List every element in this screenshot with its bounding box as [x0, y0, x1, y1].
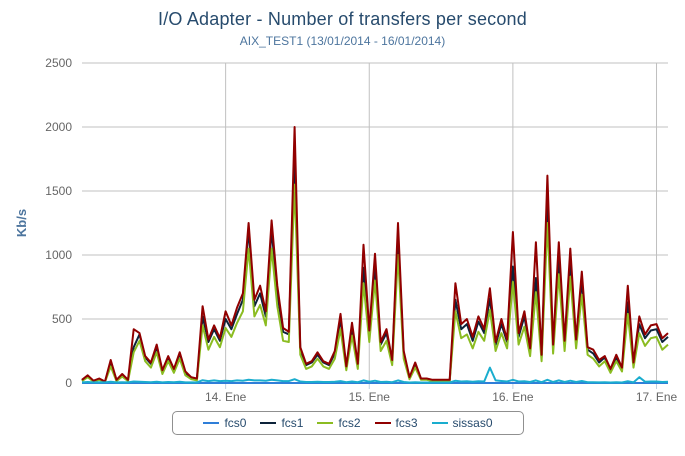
chart-subtitle: AIX_TEST1 (13/01/2014 - 16/01/2014) — [239, 34, 446, 48]
chart-title: I/O Adapter - Number of transfers per se… — [158, 9, 527, 29]
chart-legend: fcs0 fcs1 fcs2 fcs3 sissas0 — [172, 411, 524, 435]
y-tick-label: 1500 — [45, 184, 72, 198]
legend-swatch — [260, 422, 277, 424]
legend-label: sissas0 — [452, 416, 493, 430]
legend-item-fcs3[interactable]: fcs3 — [374, 416, 418, 430]
x-tick-label: 15. Ene — [349, 390, 391, 404]
legend-item-fcs0[interactable]: fcs0 — [203, 416, 246, 430]
y-tick-label: 1000 — [45, 248, 72, 262]
legend-item-fcs1[interactable]: fcs1 — [260, 416, 303, 430]
legend-label: fcs1 — [281, 416, 304, 430]
x-tick-label: 17. Ene — [636, 390, 678, 404]
legend-swatch — [374, 422, 391, 424]
y-axis-label: Kb/s — [14, 209, 29, 237]
legend-item-fcs2[interactable]: fcs2 — [317, 416, 361, 430]
legend-swatch — [203, 422, 220, 424]
legend-swatch — [317, 422, 334, 424]
y-tick-label: 2500 — [45, 56, 72, 70]
legend-swatch — [431, 422, 448, 424]
y-tick-label: 0 — [65, 376, 72, 390]
legend-label: fcs0 — [224, 416, 247, 430]
series-line-fcs2 — [81, 183, 669, 383]
y-tick-label: 500 — [52, 312, 72, 326]
y-tick-label: 2000 — [45, 120, 72, 134]
series-line-fcs3 — [81, 126, 669, 383]
legend-label: fcs2 — [338, 416, 361, 430]
legend-label: fcs3 — [395, 416, 418, 430]
line-chart: 0 500 1000 1500 2000 2500 14. Ene 15. Ene 16. En… — [14, 56, 678, 404]
legend-item-sissas0[interactable]: sissas0 — [431, 416, 493, 430]
x-tick-label: 16. Ene — [492, 390, 534, 404]
series-line-sissas0 — [81, 366, 669, 384]
x-tick-label: 14. Ene — [205, 390, 247, 404]
